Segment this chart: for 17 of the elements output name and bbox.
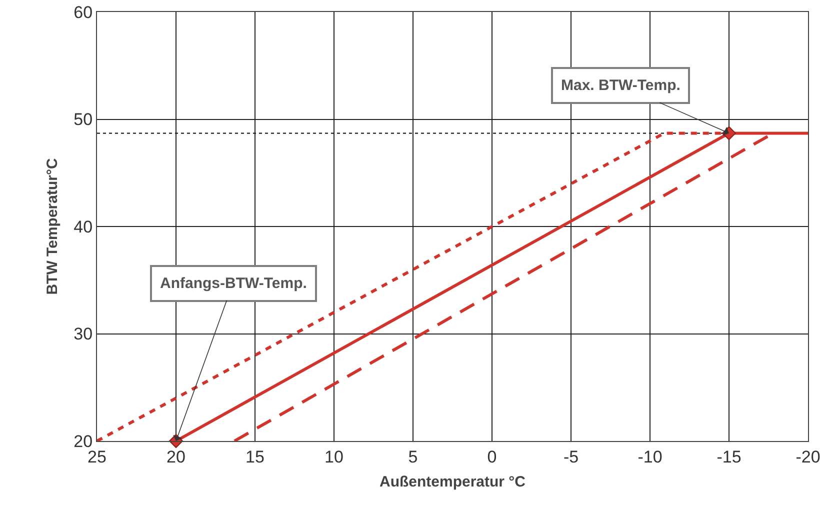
x-tick-label: 0 [487,447,497,466]
y-tick-label: 40 [74,217,93,236]
x-tick-label: 5 [408,447,418,466]
annotation: Max. BTW-Temp. [561,77,680,94]
x-tick-label: 20 [166,447,186,466]
x-tick-label: -5 [563,447,579,466]
y-tick-label: 30 [74,324,93,344]
x-tick-label: 10 [324,447,344,466]
annotation: Anfangs-BTW-Temp. [160,275,307,292]
y-tick-label: 60 [74,2,93,22]
x-tick-label: -20 [796,447,820,466]
x-tick-label: -10 [638,447,662,466]
x-tick-label: 15 [246,447,264,466]
y-tick-label: 50 [74,110,93,130]
x-axis-title: Außentemperatur °C [379,473,526,490]
x-tick-label: -15 [716,447,742,466]
y-axis-title: BTW Temperatur°C [44,158,61,295]
